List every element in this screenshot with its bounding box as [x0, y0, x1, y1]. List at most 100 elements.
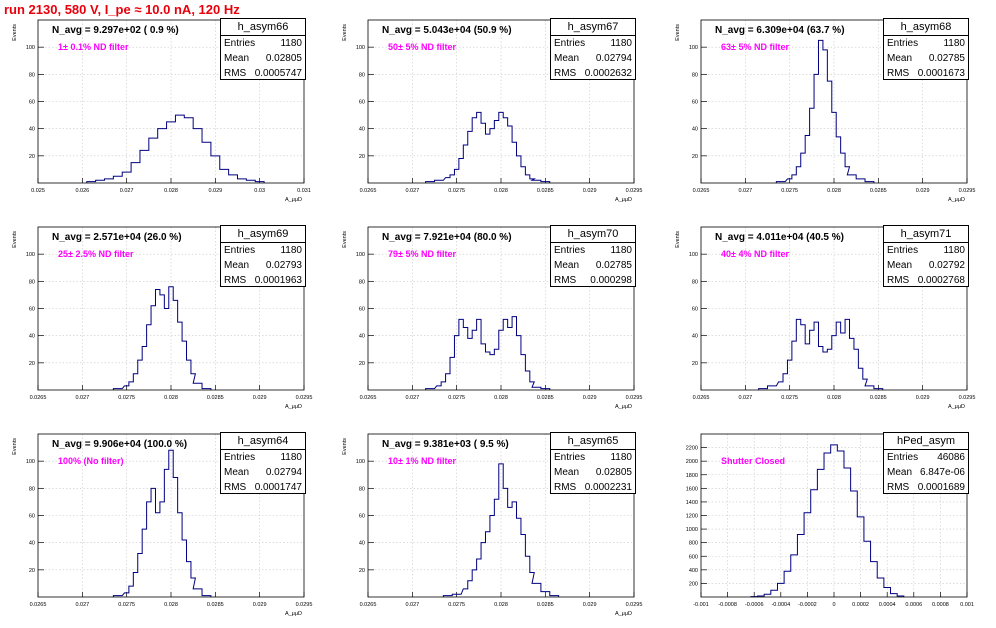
stats-row-rms: RMS 0.0001673: [884, 66, 968, 81]
y-tick-label: 60: [359, 307, 365, 313]
y-tick-label: 100: [26, 252, 35, 258]
x-tick-label: 0.029: [208, 188, 222, 194]
filter-label: Shutter Closed: [721, 456, 786, 466]
x-axis-title: A_μμD: [285, 611, 302, 617]
histogram-pad: 0.0265 0.027 0.0275 0.028 0.0285 0.029 0.0295 2…: [0, 432, 330, 628]
stats-label: Mean: [887, 467, 913, 478]
stats-value: 1180: [943, 245, 965, 256]
histogram-pad: -0.001 -0.0008 -0.0006 -0.0004 -0.0002 0 0.000…: [663, 432, 993, 628]
stats-label: RMS: [224, 68, 247, 79]
x-tick-label: 0.0295: [959, 188, 976, 194]
x-tick-label: 0.0285: [537, 188, 554, 194]
stats-label: Entries: [887, 38, 919, 49]
x-tick-label: 0.001: [960, 602, 974, 608]
x-tick-label: 0.026: [75, 188, 89, 194]
stats-row-mean: Mean 0.02805: [551, 465, 635, 480]
filter-label: 40± 4% ND filter: [721, 249, 789, 259]
y-tick-label: 80: [359, 72, 365, 78]
filter-label: 63± 5% ND filter: [721, 42, 789, 52]
plot-frame: [37, 19, 305, 184]
stats-value: 0.02794: [265, 467, 302, 478]
x-tick-label: -0.0006: [745, 602, 764, 608]
stats-label: Mean: [554, 260, 580, 271]
stats-row-rms: RMS 0.000298: [551, 273, 635, 288]
x-tick-label: 0.027: [405, 602, 419, 608]
x-tick-label: 0.027: [405, 395, 419, 401]
y-tick-label: 40: [29, 127, 35, 133]
y-tick-label: 1800: [686, 473, 698, 479]
x-tick-label: 0.028: [164, 395, 178, 401]
x-axis-title: A_μμD: [615, 611, 632, 617]
stats-row-mean: Mean 0.02785: [884, 51, 968, 66]
plot-frame: [367, 433, 635, 598]
y-tick-label: 1600: [686, 486, 698, 492]
histogram-pad: 0.0265 0.027 0.0275 0.028 0.0285 0.029 0.0295 2…: [330, 225, 660, 421]
x-tick-label: 0.028: [827, 395, 841, 401]
stats-label: Entries: [224, 38, 256, 49]
stats-label: Entries: [887, 245, 919, 256]
histogram-name: h_asym69: [221, 226, 305, 243]
histogram-bars: [775, 39, 875, 183]
stats-value: 6.847e-06: [919, 467, 965, 478]
histogram-bars: [86, 114, 265, 183]
y-tick-label: 40: [29, 334, 35, 340]
x-tick-label: 0.0295: [626, 188, 643, 194]
navg-label: N_avg = 4.011e+04 (40.5 %): [715, 232, 844, 243]
stats-value: 0.0002231: [584, 482, 632, 493]
x-tick-label: 0.029: [916, 395, 930, 401]
y-tick-label: 100: [689, 252, 698, 258]
histogram-name: h_asym71: [884, 226, 968, 243]
x-tick-label: 0.029: [583, 395, 597, 401]
filter-label: 100% (No filter): [58, 456, 124, 466]
stats-label: RMS: [554, 275, 577, 286]
y-axis-title: Events: [12, 438, 18, 455]
histogram-pad: 0.0265 0.027 0.0275 0.028 0.0285 0.029 0.0295 2…: [663, 18, 993, 214]
y-tick-label: 80: [29, 486, 35, 492]
stats-row-entries: Entries 1180: [884, 243, 968, 258]
x-axis-title: A_μμD: [948, 404, 965, 410]
y-tick-label: 20: [359, 361, 365, 367]
y-tick-label: 20: [29, 568, 35, 574]
plot-frame: [37, 226, 305, 391]
histogram-pad: 0.025 0.026 0.027 0.028 0.029 0.03 0.031 20 40 60…: [0, 18, 330, 214]
stats-row-entries: Entries 1180: [221, 450, 305, 465]
y-tick-label: 2000: [686, 459, 698, 465]
y-tick-label: 20: [692, 361, 698, 367]
y-tick-label: 600: [689, 554, 698, 560]
y-tick-label: 40: [359, 541, 365, 547]
stats-row-rms: RMS 0.0001689: [884, 480, 968, 495]
stats-value: 0.02805: [595, 467, 632, 478]
histogram-bars: [758, 318, 884, 390]
x-tick-label: 0.029: [916, 188, 930, 194]
stats-value: 1180: [610, 452, 632, 463]
stats-value: 1180: [280, 38, 302, 49]
x-axis-title: A_μμD: [285, 197, 302, 203]
x-tick-label: -0.0008: [718, 602, 737, 608]
stats-label: RMS: [554, 68, 577, 79]
stats-row-rms: RMS 0.0005747: [221, 66, 305, 81]
stats-label: Entries: [554, 245, 586, 256]
x-tick-label: 0.027: [405, 188, 419, 194]
y-tick-label: 1400: [686, 500, 698, 506]
y-tick-label: 100: [356, 45, 365, 51]
stats-value: 0.0002768: [917, 275, 965, 286]
histogram-pad: 0.0265 0.027 0.0275 0.028 0.0285 0.029 0.0295 2…: [330, 432, 660, 628]
y-tick-label: 60: [359, 100, 365, 106]
stats-value: 0.0001689: [917, 482, 965, 493]
filter-label: 79± 5% ND filter: [388, 249, 456, 259]
x-tick-label: 0.025: [31, 188, 45, 194]
stats-row-mean: Mean 0.02785: [551, 258, 635, 273]
navg-label: N_avg = 7.921e+04 (80.0 %): [382, 232, 512, 243]
y-tick-label: 80: [29, 72, 35, 78]
stats-row-entries: Entries 1180: [884, 36, 968, 51]
plot-frame: [367, 226, 635, 391]
stats-box: h_asym68 Entries 1180 Mean 0.02785 RMS 0.00016…: [883, 18, 969, 80]
stats-label: Mean: [224, 467, 250, 478]
x-tick-label: 0.031: [297, 188, 311, 194]
stats-label: RMS: [887, 68, 910, 79]
x-tick-label: 0.0265: [693, 395, 710, 401]
stats-label: Mean: [554, 53, 580, 64]
x-tick-label: 0.0265: [693, 188, 710, 194]
stats-row-entries: Entries 1180: [551, 450, 635, 465]
x-tick-label: 0.028: [827, 188, 841, 194]
